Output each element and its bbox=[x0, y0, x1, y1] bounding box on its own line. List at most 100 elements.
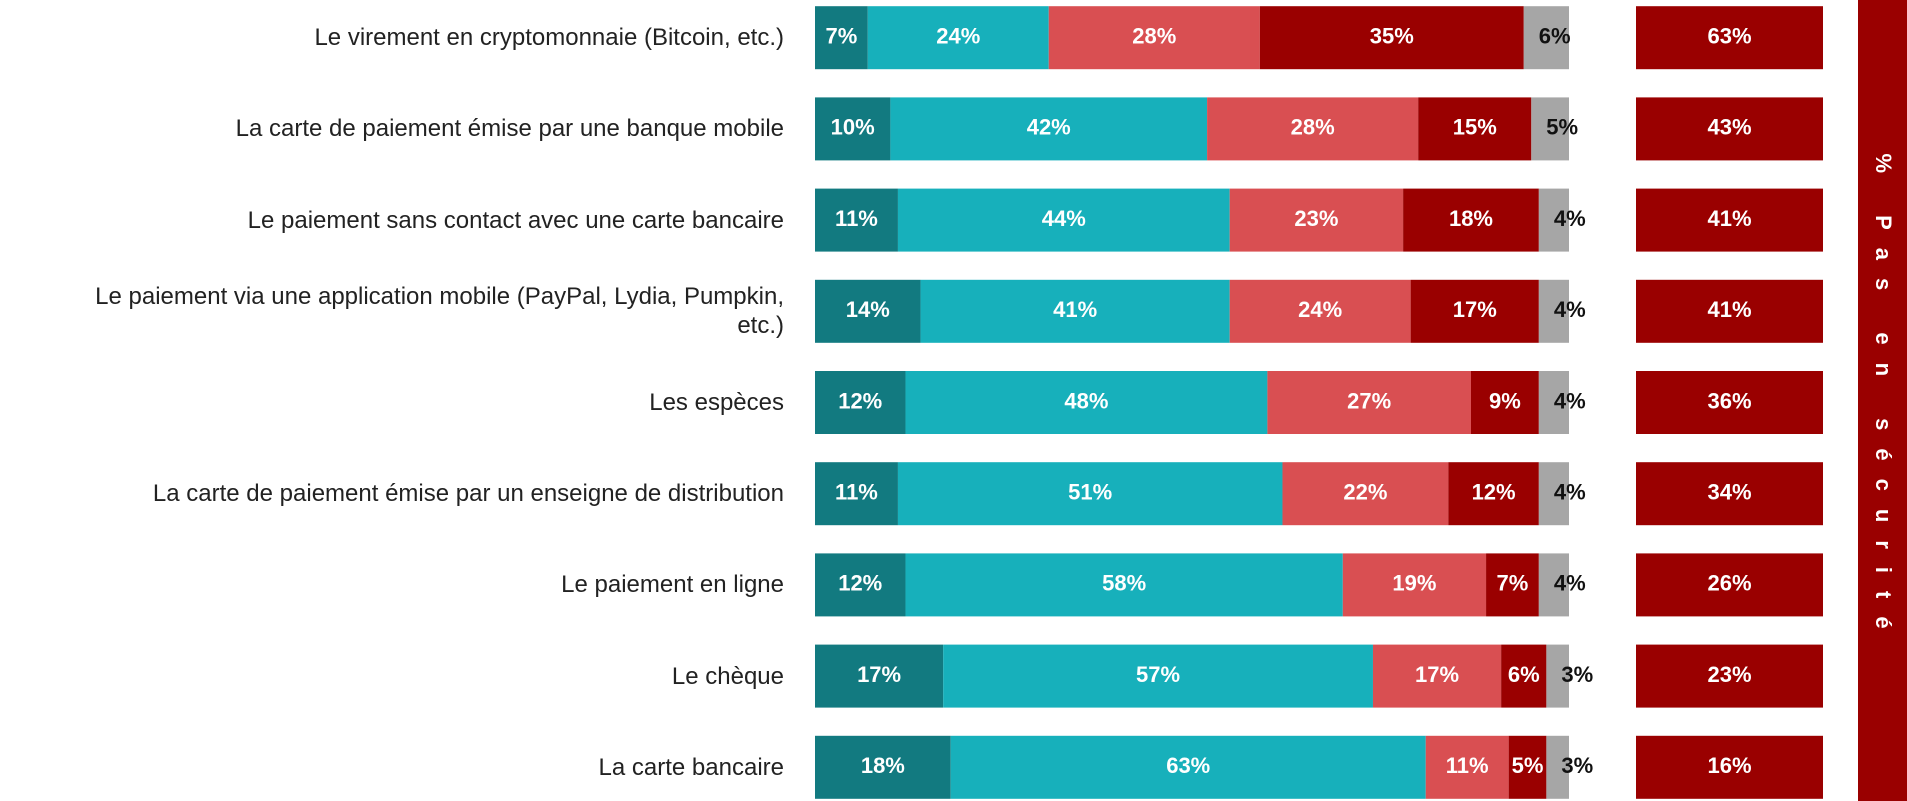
data-label: 12% bbox=[1472, 480, 1516, 505]
category-label: La carte bancaire bbox=[598, 753, 784, 781]
bar-segment bbox=[867, 6, 1049, 70]
bar-segment bbox=[1538, 188, 1569, 252]
bar-segment bbox=[1508, 735, 1547, 799]
bar-segment bbox=[1282, 462, 1449, 526]
data-label: 14% bbox=[846, 297, 890, 322]
summary-label: 16% bbox=[1707, 753, 1751, 778]
bar-segment bbox=[1538, 371, 1569, 434]
data-label: 18% bbox=[861, 753, 905, 778]
data-label: 28% bbox=[1291, 115, 1335, 140]
data-label: 24% bbox=[1298, 297, 1342, 322]
bar-segment bbox=[815, 371, 906, 434]
bar-segment bbox=[815, 735, 951, 799]
bar-segment bbox=[1410, 279, 1539, 343]
data-label: 4% bbox=[1554, 571, 1586, 596]
data-label: 27% bbox=[1347, 388, 1391, 413]
data-label: 9% bbox=[1489, 388, 1521, 413]
data-label: 11% bbox=[835, 480, 878, 505]
category-label: La carte de paiement émise par un enseig… bbox=[152, 480, 784, 508]
bar-segment bbox=[1538, 279, 1569, 343]
data-label: 5% bbox=[1512, 753, 1544, 778]
bar-segment bbox=[943, 644, 1373, 708]
bar-segment bbox=[815, 97, 891, 161]
bar-segment bbox=[1207, 97, 1419, 161]
bar-segment bbox=[1448, 462, 1539, 526]
bar-segment bbox=[815, 279, 921, 343]
chart-title: % Pas en sécurité bbox=[1871, 153, 1896, 646]
bar-segment bbox=[1538, 553, 1569, 617]
data-label: 3% bbox=[1561, 753, 1593, 778]
bar-segment bbox=[1546, 644, 1569, 708]
bar-segment bbox=[1486, 553, 1539, 617]
category-label: La carte de paiement émise par une banqu… bbox=[235, 115, 784, 143]
data-label: 7% bbox=[825, 24, 857, 49]
bar-segment bbox=[1531, 97, 1569, 161]
data-label: 44% bbox=[1042, 206, 1086, 231]
bar-segment bbox=[1546, 735, 1569, 799]
data-label: 12% bbox=[838, 388, 882, 413]
bar-segment bbox=[1470, 371, 1539, 434]
data-label: 7% bbox=[1497, 571, 1529, 596]
summary-label: 41% bbox=[1707, 206, 1751, 231]
bar-segment bbox=[815, 462, 898, 526]
data-label: 28% bbox=[1132, 24, 1176, 49]
data-label: 19% bbox=[1392, 571, 1436, 596]
data-label: 17% bbox=[1415, 662, 1459, 687]
bar-segment bbox=[815, 6, 868, 70]
data-label: 5% bbox=[1546, 115, 1578, 140]
summary-label: 34% bbox=[1707, 480, 1751, 505]
data-label: 4% bbox=[1554, 297, 1586, 322]
bar-segment bbox=[1342, 553, 1487, 617]
bar-segment bbox=[1538, 462, 1569, 526]
bar-segment bbox=[890, 97, 1208, 161]
summary-box bbox=[1636, 462, 1823, 526]
bar-segment bbox=[1425, 735, 1509, 799]
bar-segment bbox=[950, 735, 1426, 799]
bar-segment bbox=[905, 371, 1268, 434]
category-label: Les espèces bbox=[649, 389, 784, 416]
summary-label: 36% bbox=[1707, 388, 1751, 413]
category-label: Le paiement en ligne bbox=[561, 571, 784, 599]
bar-segment bbox=[1267, 371, 1471, 434]
summary-box bbox=[1636, 279, 1823, 343]
data-label: 11% bbox=[1446, 753, 1489, 778]
data-label: 10% bbox=[831, 115, 875, 140]
bar-segment bbox=[1259, 6, 1524, 70]
bar-segment bbox=[920, 279, 1230, 343]
data-label: 57% bbox=[1136, 662, 1180, 687]
data-label: 6% bbox=[1539, 24, 1571, 49]
category-label: Le chèque bbox=[671, 662, 784, 690]
data-label: 3% bbox=[1561, 662, 1593, 687]
data-label: 12% bbox=[838, 571, 882, 596]
summary-box bbox=[1636, 371, 1823, 434]
summary-label: 43% bbox=[1707, 115, 1751, 140]
bar-segment bbox=[815, 188, 898, 252]
data-label: 23% bbox=[1294, 206, 1338, 231]
data-label: 58% bbox=[1102, 571, 1146, 596]
summary-box bbox=[1636, 644, 1823, 708]
summary-box bbox=[1636, 553, 1823, 617]
data-label: 17% bbox=[857, 662, 901, 687]
bar-segment bbox=[1418, 97, 1532, 161]
bar-segment bbox=[1501, 644, 1547, 708]
bar-segment bbox=[815, 553, 906, 617]
summary-box bbox=[1636, 188, 1823, 252]
bar-segment bbox=[1048, 6, 1260, 70]
data-label: 4% bbox=[1554, 480, 1586, 505]
data-label: 6% bbox=[1508, 662, 1540, 687]
data-label: 42% bbox=[1027, 115, 1071, 140]
summary-box bbox=[1636, 6, 1823, 70]
bar-segment bbox=[1372, 644, 1502, 708]
bar-segment bbox=[1229, 279, 1411, 343]
title-banner bbox=[1858, 0, 1907, 801]
data-label: 4% bbox=[1554, 388, 1586, 413]
data-label: 24% bbox=[936, 24, 980, 49]
bar-segment bbox=[897, 462, 1283, 526]
summary-box bbox=[1636, 735, 1823, 799]
summary-label: 23% bbox=[1707, 662, 1751, 687]
data-label: 15% bbox=[1453, 115, 1497, 140]
summary-box bbox=[1636, 97, 1823, 161]
data-label: 4% bbox=[1554, 206, 1586, 231]
summary-label: 26% bbox=[1707, 571, 1751, 596]
